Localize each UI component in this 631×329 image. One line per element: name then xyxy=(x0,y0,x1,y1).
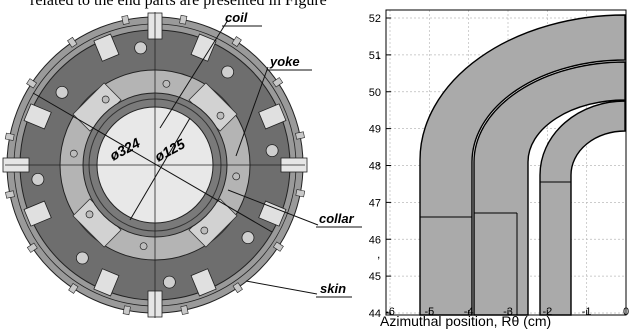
skin-tabs xyxy=(4,14,306,316)
y-tick-label: 50 xyxy=(369,87,381,99)
collar-hole xyxy=(200,226,209,235)
yoke-notch xyxy=(258,103,287,130)
x-tick-label: -6 xyxy=(385,306,395,318)
yoke-hole xyxy=(134,41,148,55)
skin-tab xyxy=(273,241,284,252)
outer-diameter-line xyxy=(32,92,273,233)
skin-tab xyxy=(272,77,284,88)
yoke-notch xyxy=(23,200,52,227)
collar-label: collar xyxy=(319,211,355,226)
y-tick-label: 47 xyxy=(369,197,381,209)
inner-coil-block xyxy=(539,100,626,316)
skin-tab xyxy=(26,242,38,253)
skin-label: skin xyxy=(320,281,346,296)
x-axis-label: Azimuthal position, Rθ (cm) xyxy=(380,313,551,329)
yoke-notches xyxy=(2,12,308,318)
coil-leader xyxy=(159,19,229,129)
collar-leader xyxy=(227,189,319,226)
yoke-notch xyxy=(258,200,287,227)
skin-tab xyxy=(68,283,79,294)
yoke-hole xyxy=(55,85,69,99)
yoke-hole xyxy=(265,144,279,158)
coil-end-plot: 52 51 50 49 48 47 46 45 44 -6 -5 -4 -3 -2 -1 0 Azimuth… xyxy=(369,9,629,329)
collar-hole xyxy=(69,149,78,158)
y-tick-label: 51 xyxy=(369,50,381,62)
stray-mark-3: , xyxy=(377,247,380,261)
middle-coil-block xyxy=(473,61,626,316)
yoke-leader xyxy=(235,66,269,157)
y-tick-label: 44 xyxy=(369,308,381,320)
skin-tab xyxy=(5,190,15,199)
yoke-hole xyxy=(31,172,45,186)
magnet-cross-section: coil yoke collar skin ø324 ø125 xyxy=(2,10,362,318)
inner-diameter-line xyxy=(129,117,191,221)
x-tick-label: 0 xyxy=(623,306,629,318)
skin-tab xyxy=(232,282,243,294)
y-tick-label: 52 xyxy=(369,13,381,25)
x-axis-ticks: -6 -5 -4 -3 -2 -1 0 xyxy=(385,306,629,318)
plot-frame xyxy=(385,9,627,316)
collar-pads xyxy=(72,82,238,248)
skin-tab xyxy=(122,305,131,316)
skin-tab xyxy=(121,15,130,25)
stray-mark-2: , xyxy=(377,154,380,168)
x-tick-label: -5 xyxy=(424,306,434,318)
skin-tab xyxy=(180,305,189,315)
stray-mark-1: , xyxy=(377,47,380,61)
clipped-caption-text: related to the end parts are presented i… xyxy=(30,0,327,9)
yoke-notch xyxy=(190,268,217,297)
yoke-notch xyxy=(93,33,120,62)
yoke-hole xyxy=(221,65,235,79)
y-tick-label: 48 xyxy=(369,161,381,173)
skin-tab xyxy=(295,131,305,140)
skin-tab xyxy=(179,14,188,25)
y-tick-label: 46 xyxy=(369,234,381,246)
yoke-label: yoke xyxy=(269,54,300,69)
x-tick-label: -2 xyxy=(542,306,552,318)
collar-hole xyxy=(139,242,148,251)
skin-tab xyxy=(26,78,37,89)
skin-tab xyxy=(231,36,242,47)
yoke-notch xyxy=(190,33,217,62)
x-tick-label: -3 xyxy=(503,306,513,318)
collar-hole xyxy=(85,210,94,219)
collar-hole xyxy=(232,172,241,181)
skin-tab xyxy=(4,132,15,141)
yoke-notch xyxy=(23,103,52,130)
skin-leader xyxy=(245,280,318,295)
collar-hole xyxy=(101,95,110,104)
yoke-hole xyxy=(75,251,89,265)
y-tick-label: 49 xyxy=(369,124,381,136)
collar-hole xyxy=(216,111,225,120)
y-axis-ticks: 52 51 50 49 48 47 46 45 44 xyxy=(369,13,391,320)
yoke-hole xyxy=(241,231,255,245)
coil-label: coil xyxy=(225,10,248,25)
yoke-holes xyxy=(31,41,279,289)
y-tick-label: 45 xyxy=(369,271,381,283)
yoke-notch xyxy=(93,268,120,297)
collar-hole xyxy=(162,79,171,88)
x-tick-label: -1 xyxy=(582,306,592,318)
yoke-hole xyxy=(162,275,176,289)
outer-coil-block xyxy=(419,14,626,316)
skin-tab xyxy=(295,189,306,198)
skin-tab xyxy=(67,36,78,48)
x-tick-label: -4 xyxy=(464,306,474,318)
